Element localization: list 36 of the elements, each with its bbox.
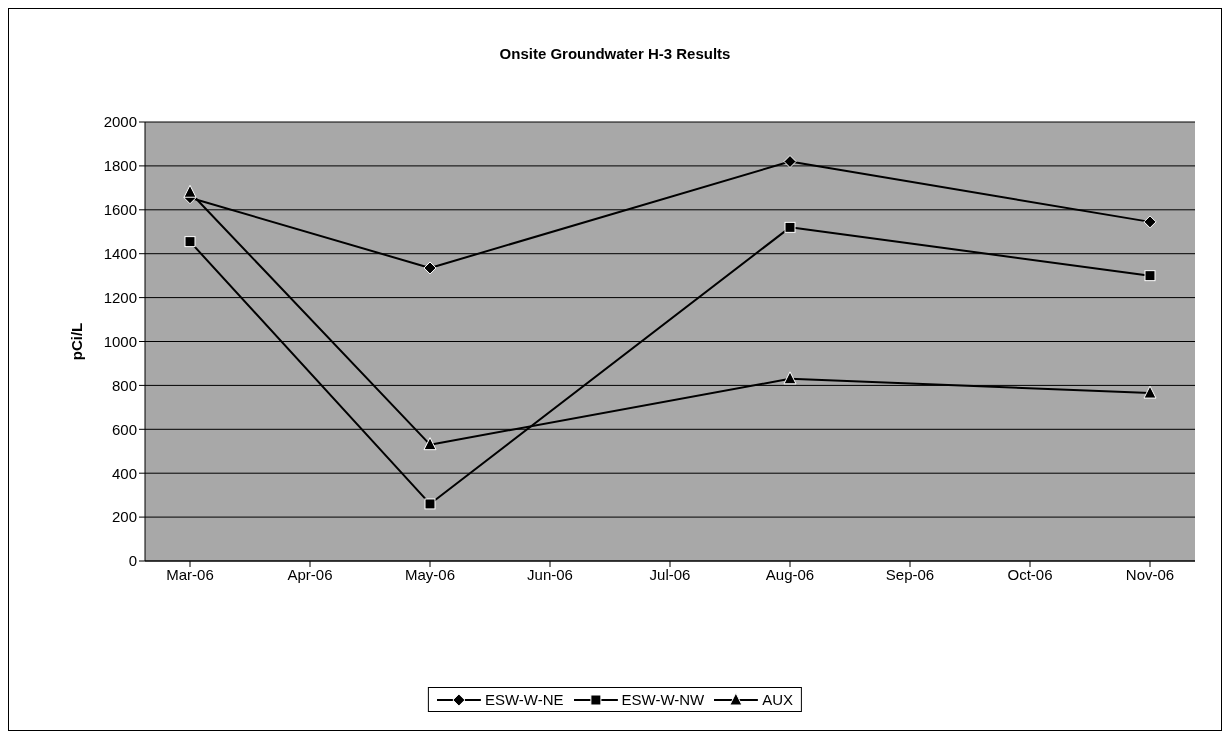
y-tick-label: 400: [111, 464, 137, 482]
y-tick-label: 800: [111, 376, 137, 394]
legend-label: ESW-W-NW: [621, 691, 705, 708]
x-tick-label: May-06: [404, 565, 456, 583]
y-tick-label: 0: [128, 552, 137, 570]
x-tick-label: Mar-06: [166, 565, 214, 583]
x-tick-label: Jul-06: [649, 565, 691, 583]
x-tick-label: Apr-06: [287, 565, 333, 583]
point: [784, 221, 796, 233]
y-tick-label: 1600: [103, 201, 137, 219]
y-tick-label: 1400: [103, 245, 137, 263]
x-tick-label: Nov-06: [1125, 565, 1175, 583]
point: [1143, 385, 1157, 399]
legend-label: AUX: [762, 691, 794, 708]
point: [183, 184, 197, 198]
y-tick-label: 1200: [103, 288, 137, 306]
y-axis-title: pCi/L: [68, 322, 86, 361]
point: [1143, 215, 1157, 229]
x-tick-label: Oct-06: [1007, 565, 1053, 583]
point: [423, 437, 437, 451]
y-tick-label: 600: [111, 420, 137, 438]
x-tick-label: Jun-06: [527, 565, 573, 583]
y-tick-label: 1000: [103, 332, 137, 350]
point: [783, 371, 797, 385]
y-tick-label: 200: [111, 508, 137, 526]
chart-title: Onsite Groundwater H-3 Results: [498, 45, 732, 62]
point: [1144, 270, 1156, 282]
point: [783, 155, 797, 169]
x-tick-label: Sep-06: [885, 565, 935, 583]
legend-label: ESW-W-NE: [484, 691, 564, 708]
y-tick-label: 2000: [103, 113, 137, 131]
y-tick-label: 1800: [103, 157, 137, 175]
x-tick-label: Aug-06: [765, 565, 815, 583]
point: [423, 261, 437, 275]
point: [424, 498, 436, 510]
point: [184, 236, 196, 248]
